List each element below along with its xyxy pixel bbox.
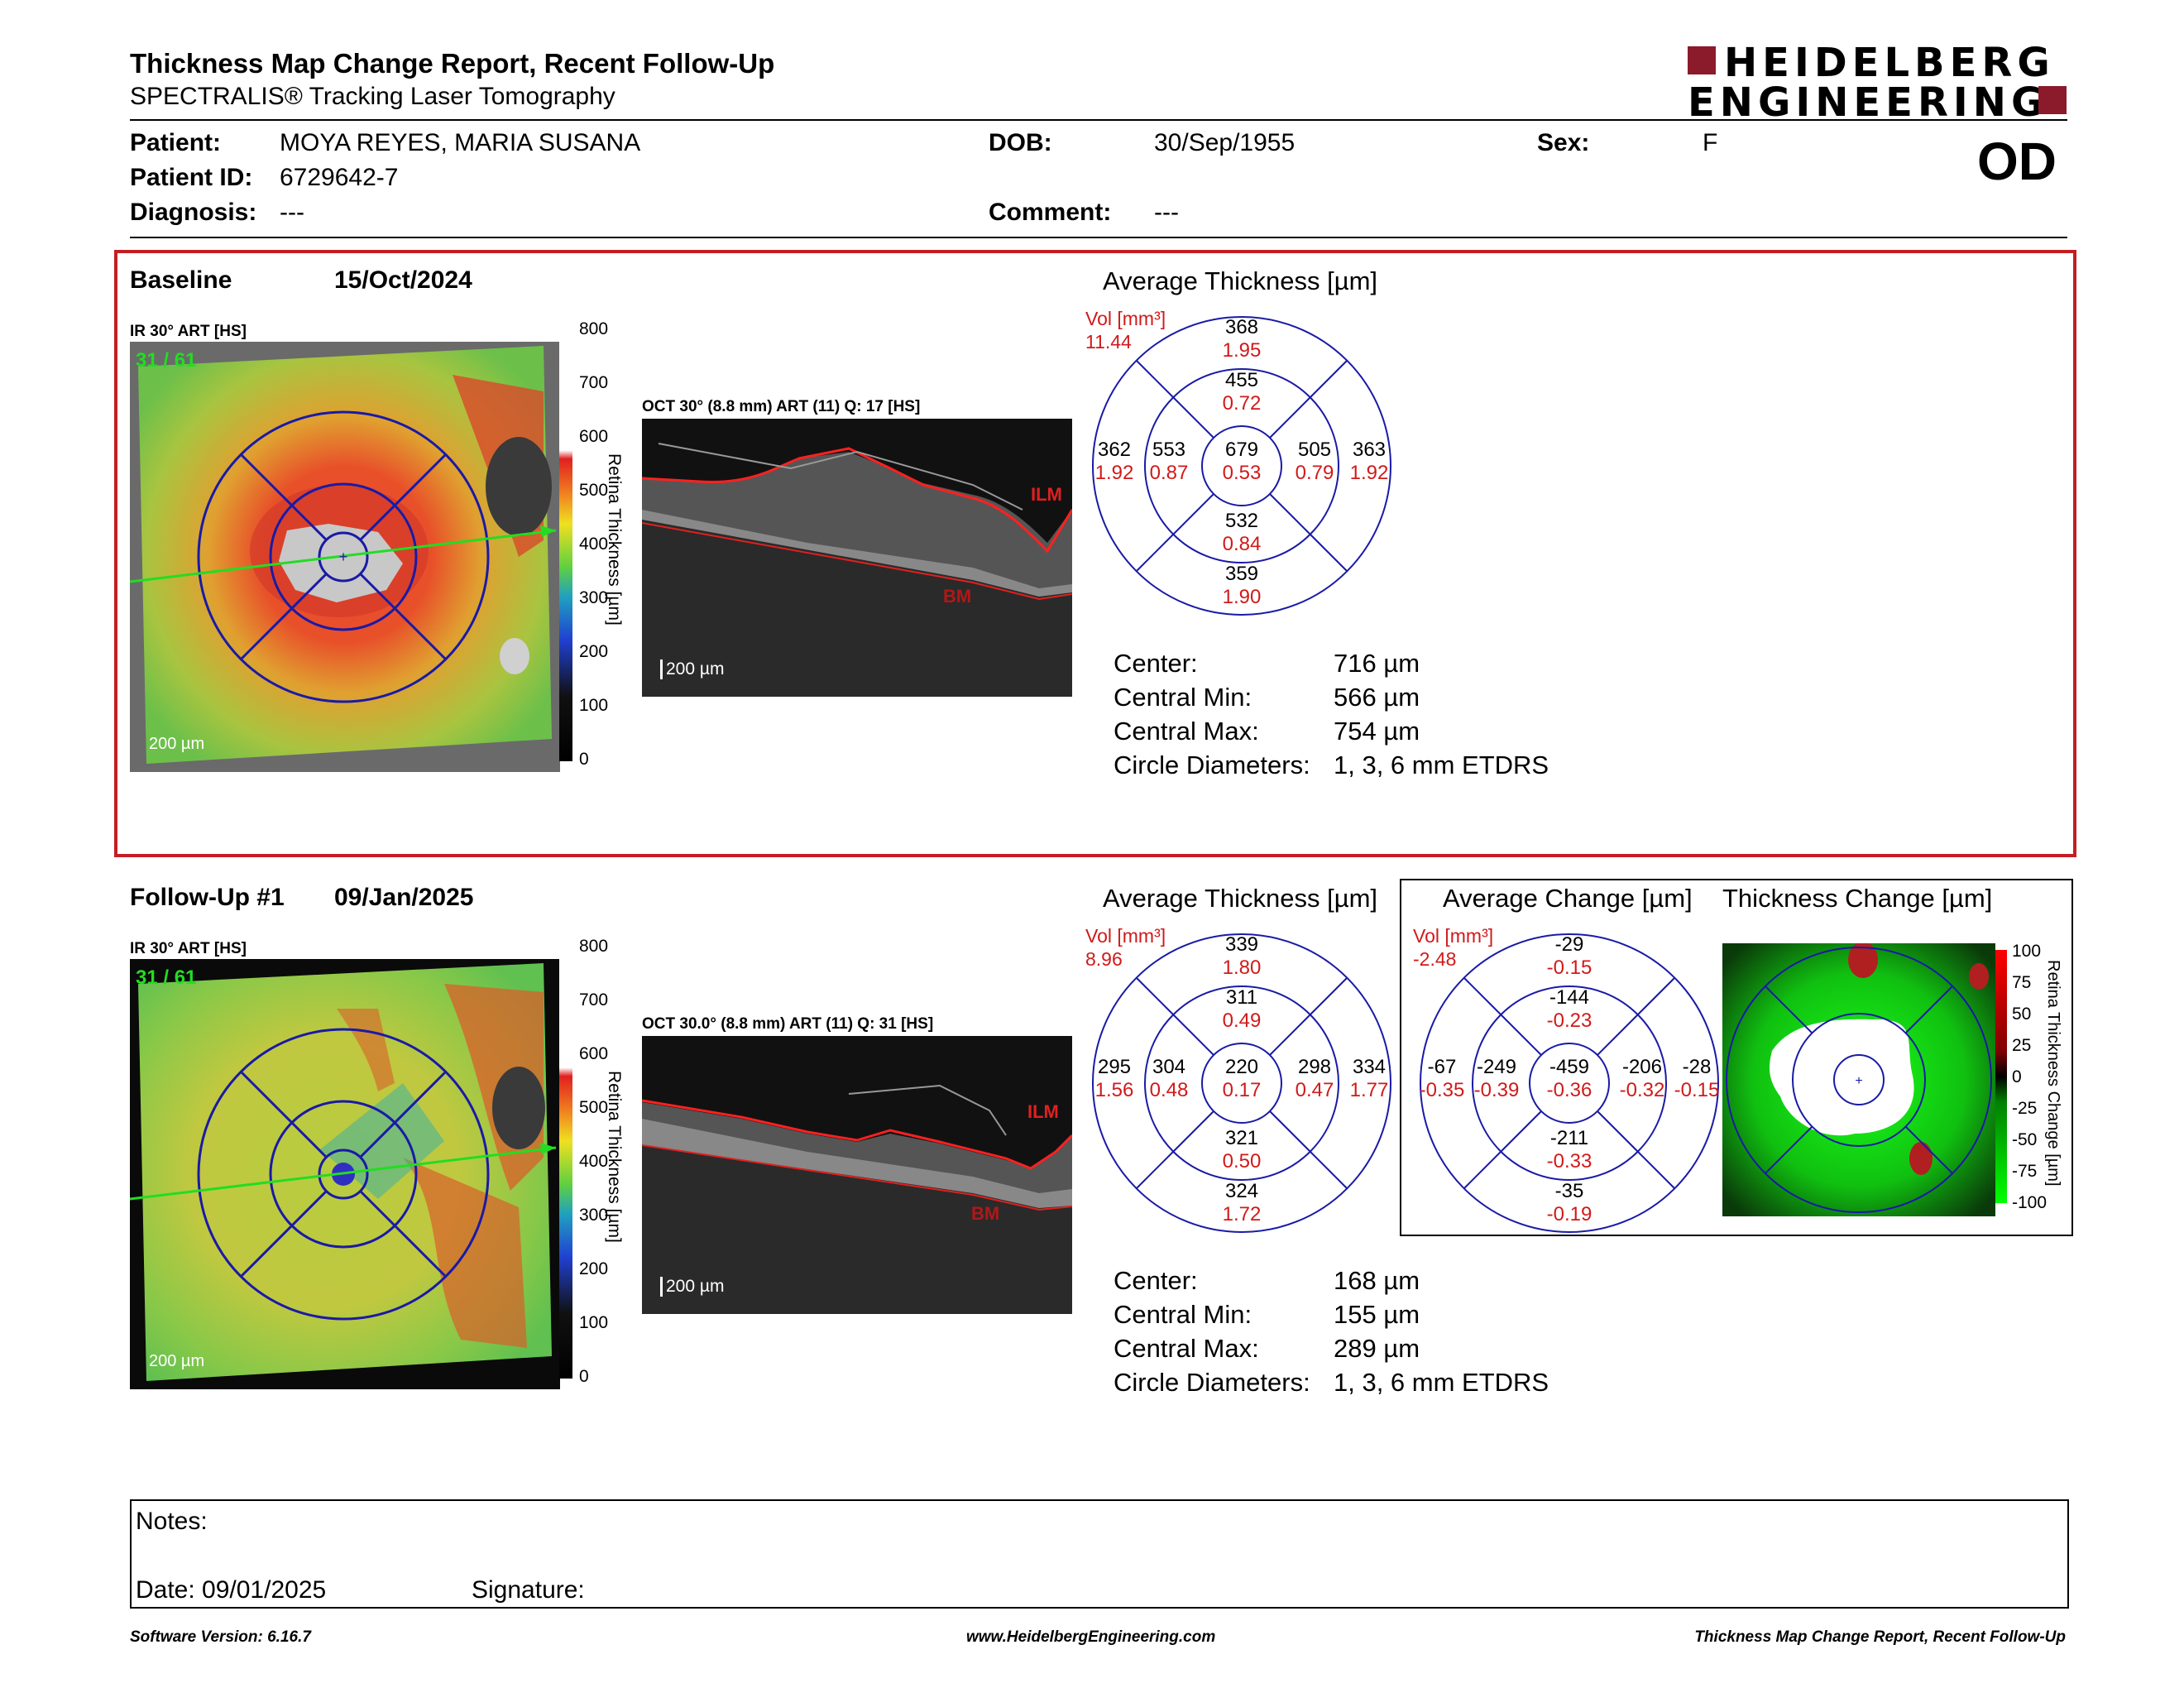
change-colorbar <box>1995 950 2007 1203</box>
followup-oct-label: OCT 30.0° (8.8 mm) ART (11) Q: 31 [HS] <box>642 1015 934 1033</box>
baseline-date: 15/Oct/2024 <box>334 266 472 294</box>
eye-label: OD <box>1977 132 2057 191</box>
sex-value: F <box>1703 129 1718 156</box>
followup-oct-ilm: ILM <box>1027 1101 1059 1122</box>
baseline-oct-label: OCT 30° (8.8 mm) ART (11) Q: 17 [HS] <box>642 398 921 415</box>
diagnosis-value: --- <box>280 199 304 226</box>
patient-label: Patient: <box>130 129 222 156</box>
followup-vol-label: Vol [mm³] <box>1085 925 1166 947</box>
notes-date: Date: 09/01/2025 <box>136 1576 327 1604</box>
change-panel <box>1400 879 2073 1236</box>
followup-map-scale: 200 µm <box>149 1352 205 1370</box>
followup-avg-title: Average Thickness [µm] <box>1103 884 1378 913</box>
change-avg-title: Average Change [µm] <box>1443 884 1693 913</box>
baseline-colorbar-title: Retina Thickness [µm] <box>605 453 624 626</box>
dob-label: DOB: <box>989 129 1052 156</box>
baseline-etdrs-grid <box>1090 314 1393 617</box>
comment-label: Comment: <box>989 199 1112 226</box>
baseline-thickness-map: + <box>130 342 560 772</box>
baseline-grid-values: 368 1.95 455 0.72 362 1.92 553 0.87 679 0.53 … <box>1094 316 1389 608</box>
change-colorbar-ticks: 100 75 50 25 0 -25 -50 -75 -100 <box>2012 942 2048 1212</box>
diagnosis-label: Diagnosis: <box>130 199 257 226</box>
notes-label: Notes: <box>136 1508 208 1535</box>
change-colorbar-title: Retina Thickness Change [µm] <box>2044 960 2062 1187</box>
patient-id-value: 6729642-7 <box>280 164 399 191</box>
change-vol-label: Vol [mm³] <box>1413 925 1494 947</box>
baseline-colorbar-ticks: 800 700 600 500 400 300 200 100 0 <box>579 319 609 769</box>
followup-grid-values: 339 1.80 311 0.49 295 1.56 304 0.48 220 0.17 … <box>1094 933 1389 1225</box>
baseline-vol-value: 11.44 <box>1085 331 1132 352</box>
sex-label: Sex: <box>1537 129 1590 156</box>
baseline-oct-ilm: ILM <box>1031 484 1062 505</box>
followup-frame-counter: 31 / 61 <box>136 966 197 989</box>
heidelberg-logo: HEIDELBERG ENGINEERING <box>1688 40 2068 126</box>
baseline-vol-label: Vol [mm³] <box>1085 308 1166 329</box>
footer-report-name: Thickness Map Change Report, Recent Foll… <box>1694 1628 2066 1646</box>
baseline-map-scale: 200 µm <box>149 735 205 753</box>
followup-vol-value: 8.96 <box>1085 948 1123 970</box>
followup-thickness-map <box>130 959 560 1389</box>
svg-text:+: + <box>339 549 348 565</box>
patient-name: MOYA REYES, MARIA SUSANA <box>280 129 641 156</box>
notes-box[interactable] <box>130 1499 2069 1609</box>
report-title: Thickness Map Change Report, Recent Foll… <box>130 48 775 79</box>
change-grid-values: -29 -0.15 -144 -0.23 -67 -0.35 -249 -0.39 -4… <box>1419 933 1720 1225</box>
baseline-ir-label: IR 30° ART [HS] <box>130 323 247 340</box>
patient-id-label: Patient ID: <box>130 164 253 191</box>
baseline-avg-title: Average Thickness [µm] <box>1103 266 1378 295</box>
footer-url[interactable]: www.HeidelbergEngineering.com <box>966 1628 1216 1646</box>
followup-oct-scale: 200 µm <box>660 1277 724 1297</box>
logo-line-1: HEIDELBERG <box>1724 40 2055 86</box>
signature-label: Signature: <box>472 1576 585 1604</box>
followup-colorbar-ticks: 800 700 600 500 400 300 200 100 0 <box>579 937 609 1386</box>
baseline-frame <box>114 250 2076 857</box>
baseline-oct-bm: BM <box>943 586 972 607</box>
dob-value: 30/Sep/1955 <box>1154 129 1296 156</box>
svg-text:+: + <box>1855 1074 1862 1088</box>
followup-label: Follow-Up #1 <box>130 884 285 911</box>
baseline-oct-scan <box>642 419 1072 697</box>
followup-etdrs-grid <box>1090 932 1393 1235</box>
baseline-label: Baseline <box>130 266 232 294</box>
followup-colorbar <box>559 947 572 1379</box>
logo-line-2: ENGINEERING <box>1688 79 2049 126</box>
change-etdrs-grid <box>1418 932 1721 1235</box>
thickness-change-title: Thickness Change [µm] <box>1722 884 1993 913</box>
thickness-change-map: + <box>1722 943 1995 1216</box>
baseline-colorbar <box>559 329 572 761</box>
comment-value: --- <box>1154 199 1179 226</box>
followup-ir-label: IR 30° ART [HS] <box>130 940 247 957</box>
followup-colorbar-title: Retina Thickness [µm] <box>605 1071 624 1243</box>
followup-oct-bm: BM <box>971 1203 1000 1224</box>
followup-date: 09/Jan/2025 <box>334 884 474 911</box>
report-subtitle: SPECTRALIS® Tracking Laser Tomography <box>130 83 615 110</box>
software-version: Software Version: 6.16.7 <box>130 1628 311 1646</box>
baseline-oct-scale: 200 µm <box>660 659 724 679</box>
change-vol-value: -2.48 <box>1413 948 1457 970</box>
followup-oct-scan <box>642 1036 1072 1314</box>
baseline-frame-counter: 31 / 61 <box>136 349 197 372</box>
